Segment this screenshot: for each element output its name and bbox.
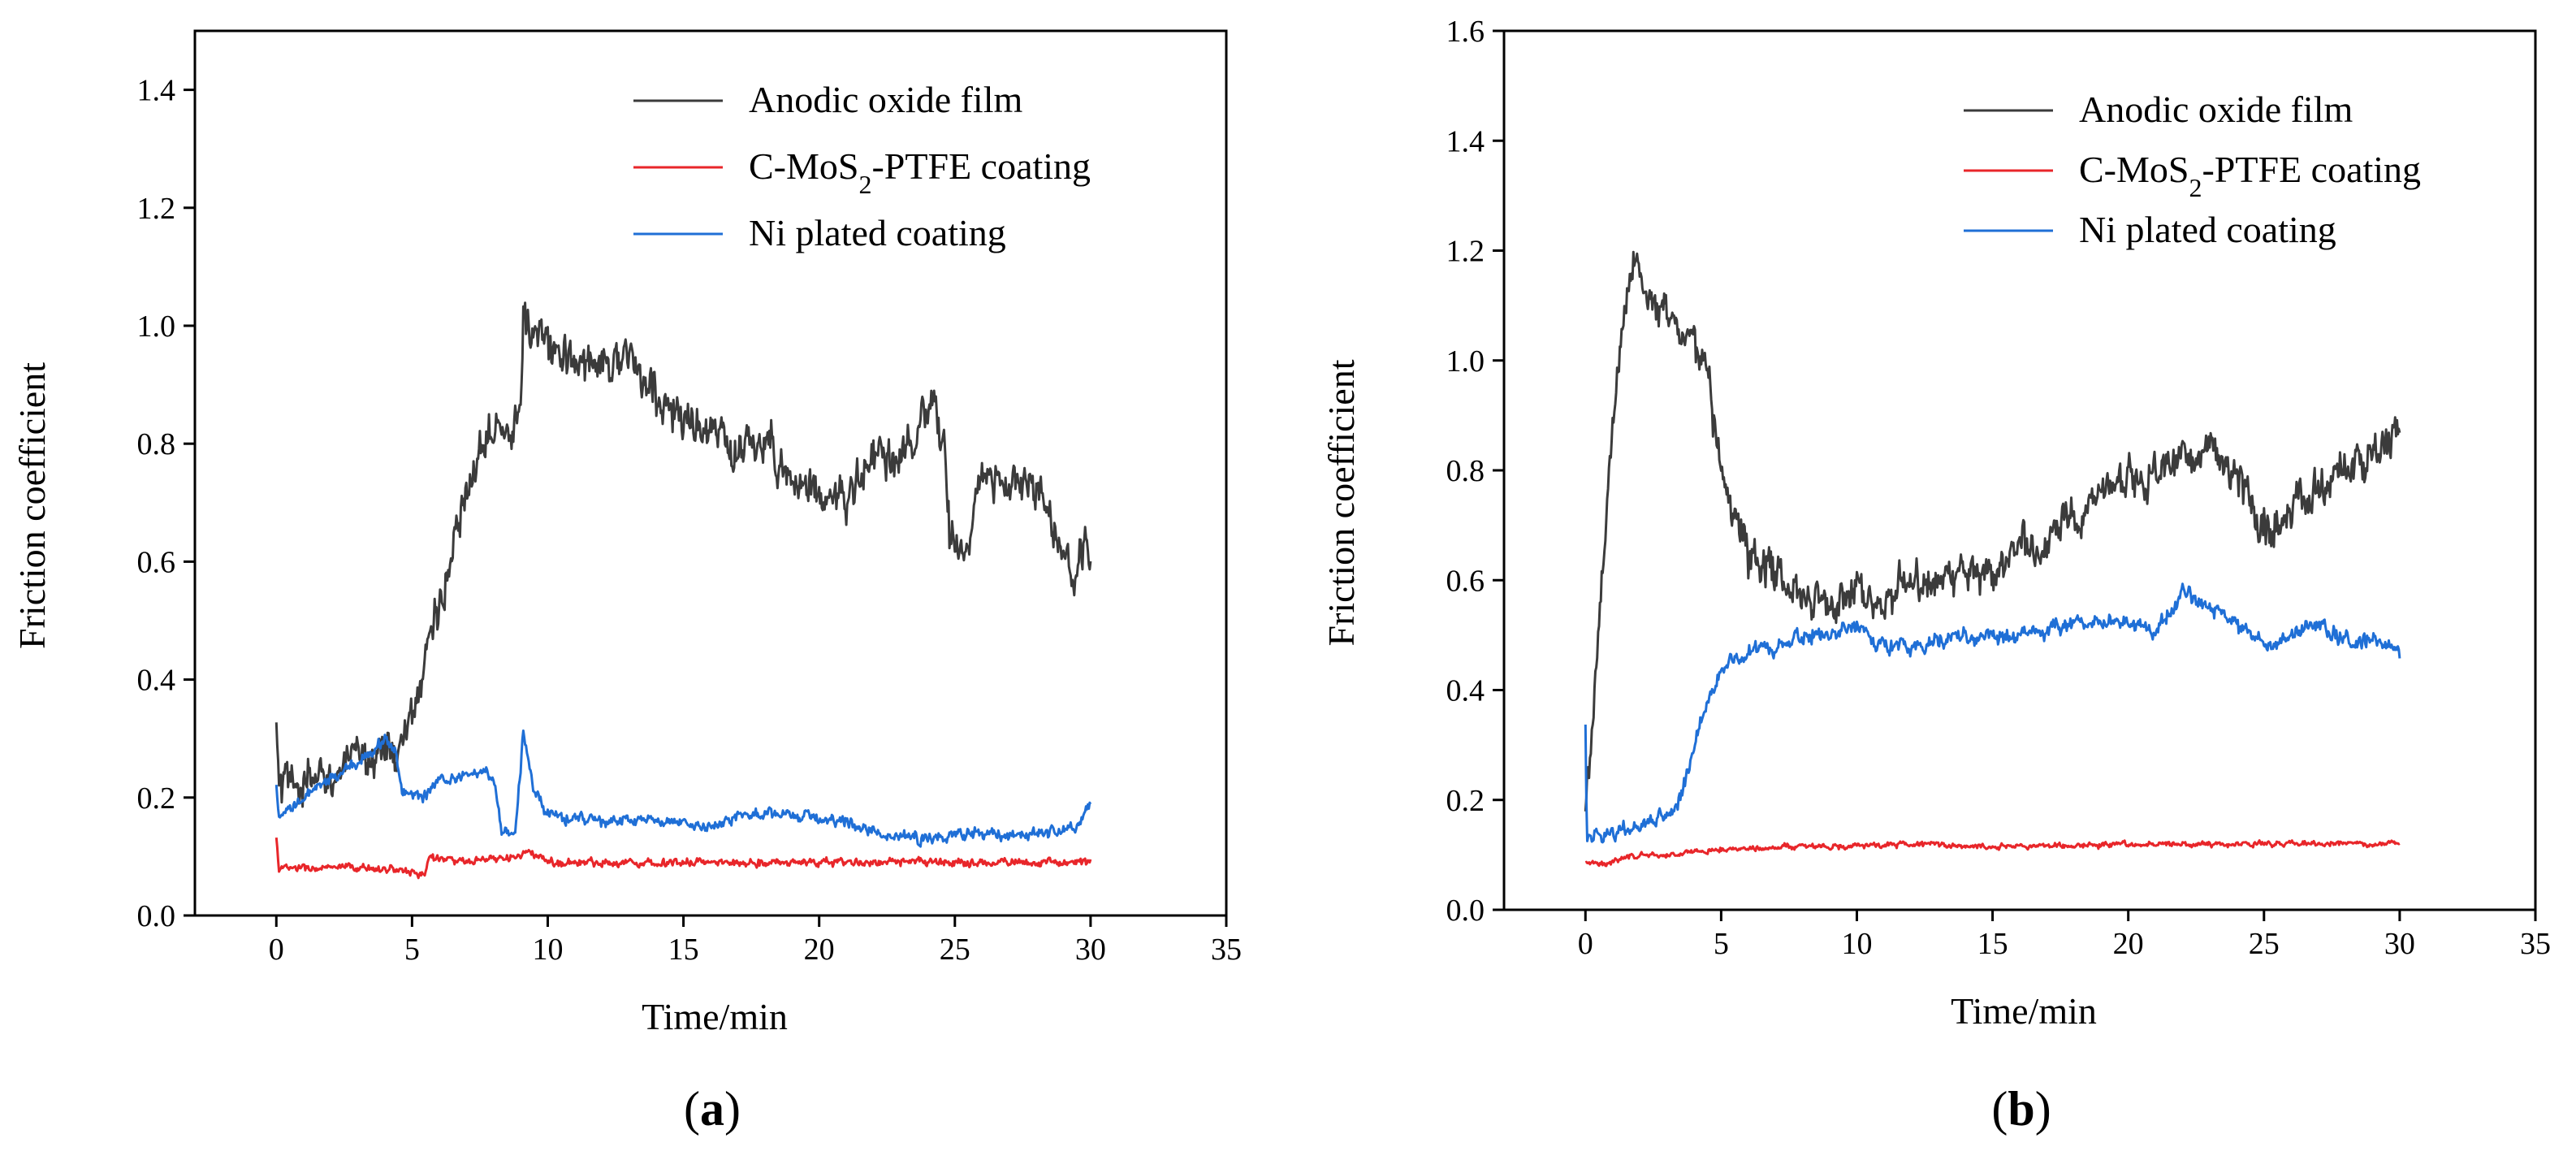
x-axis-title: Time/min bbox=[642, 996, 788, 1037]
chart-panel-b: 0 5 10 15 20 25 30 35 0.0 0.2 0.4 0.6 0.8 1.0 1.2 1.4 1.… bbox=[1320, 15, 2551, 1136]
panel-label: (a) bbox=[684, 1082, 741, 1136]
x-tick-label: 15 bbox=[1977, 927, 2008, 961]
y-tick-label: 1.2 bbox=[1446, 235, 1485, 269]
y-tick-label: 1.0 bbox=[1446, 344, 1485, 379]
legend-label-anodic: Anodic oxide film bbox=[2079, 89, 2353, 130]
y-tick-label: 0.4 bbox=[1446, 674, 1485, 708]
legend-label-anodic: Anodic oxide film bbox=[749, 79, 1022, 120]
legend-label-cmos2: C-MoS2-PTFE coating bbox=[2079, 149, 2421, 202]
series-line-ni bbox=[274, 729, 1092, 848]
x-tick-label: 25 bbox=[2249, 927, 2280, 961]
series-line-anodic bbox=[274, 301, 1092, 808]
x-tick-label: 0 bbox=[269, 933, 284, 967]
x-tick-label: 30 bbox=[1075, 933, 1106, 967]
y-tick-label: 0.4 bbox=[137, 664, 176, 698]
y-tick-label: 0.0 bbox=[1446, 894, 1485, 928]
y-tick-label: 1.0 bbox=[137, 309, 176, 344]
series-line-anodic bbox=[1584, 250, 2401, 812]
y-tick-label: 1.2 bbox=[137, 192, 176, 226]
x-tick-label: 5 bbox=[404, 933, 420, 967]
x-axis-title: Time/min bbox=[1951, 990, 2097, 1032]
x-tick-label: 25 bbox=[940, 933, 970, 967]
y-tick-label: 1.6 bbox=[1446, 15, 1485, 49]
y-tick-label: 0.8 bbox=[1446, 454, 1485, 488]
x-tick-label: 30 bbox=[2384, 927, 2415, 961]
y-tick-label: 0.6 bbox=[137, 545, 176, 579]
x-tick-label: 35 bbox=[1211, 933, 1242, 967]
y-tick-label: 0.0 bbox=[137, 899, 176, 933]
legend-label-ni: Ni plated coating bbox=[2079, 209, 2336, 250]
x-tick-label: 0 bbox=[1578, 927, 1593, 961]
y-tick-label: 0.2 bbox=[1446, 784, 1485, 818]
y-tick-label: 0.8 bbox=[137, 427, 176, 461]
x-tick-label: 10 bbox=[1841, 927, 1872, 961]
x-tick-label: 20 bbox=[2113, 927, 2144, 961]
x-tick-label: 10 bbox=[532, 933, 563, 967]
y-tick-label: 1.4 bbox=[1446, 124, 1485, 158]
series-line-cmos2 bbox=[1584, 839, 2401, 868]
series-line-cmos2 bbox=[274, 837, 1092, 880]
y-tick-label: 1.4 bbox=[137, 74, 176, 108]
legend-label-ni: Ni plated coating bbox=[749, 212, 1006, 253]
series-line-ni bbox=[1584, 582, 2401, 844]
x-tick-label: 20 bbox=[804, 933, 835, 967]
x-tick-label: 15 bbox=[668, 933, 699, 967]
x-tick-label: 35 bbox=[2520, 927, 2551, 961]
plot-frame bbox=[193, 29, 1228, 917]
y-axis-title: Friction coefficient bbox=[11, 362, 53, 649]
y-axis-title: Friction coefficient bbox=[1320, 359, 1362, 646]
y-tick-label: 0.2 bbox=[137, 781, 176, 816]
y-tick-label: 0.6 bbox=[1446, 564, 1485, 598]
panel-label: (b) bbox=[1991, 1082, 2051, 1136]
x-tick-label: 5 bbox=[1714, 927, 1729, 961]
legend-label-cmos2: C-MoS2-PTFE coating bbox=[749, 145, 1091, 199]
chart-panel-a: 0 5 10 15 20 25 30 35 0.0 0.2 0.4 0.6 0.8 1.0 1.2 1.4 Ti… bbox=[11, 29, 1242, 1136]
